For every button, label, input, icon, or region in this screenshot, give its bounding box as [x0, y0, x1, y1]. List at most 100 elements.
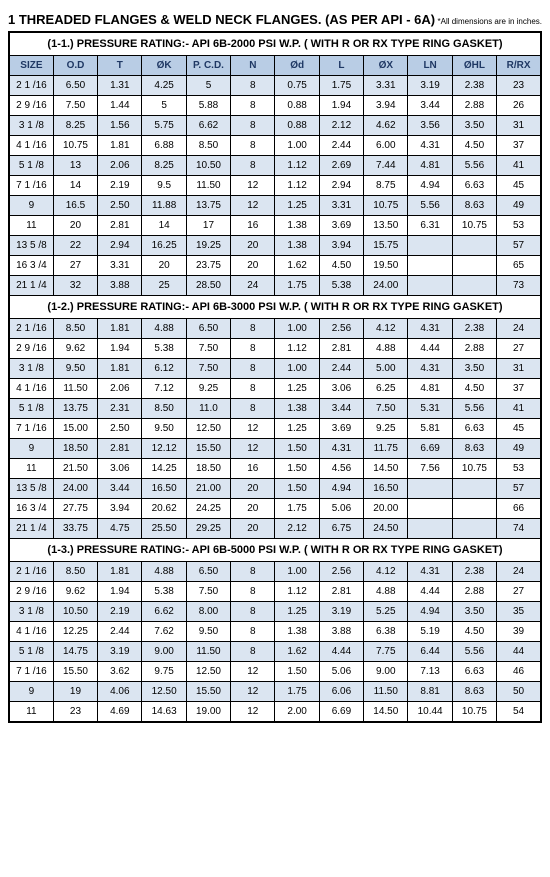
table-cell: 3.31	[364, 76, 408, 96]
table-cell: 4.75	[98, 519, 142, 539]
table-cell: 23	[497, 76, 541, 96]
table-cell: 12.12	[142, 439, 186, 459]
table-cell: 1.81	[98, 359, 142, 379]
table-cell: 8.63	[452, 682, 496, 702]
table-cell: 4.12	[364, 319, 408, 339]
table-cell: 8.63	[452, 439, 496, 459]
table-cell: 21 1 /4	[9, 276, 53, 296]
table-row: 4 1 /1610.751.816.888.5081.002.446.004.3…	[9, 136, 541, 156]
table-cell: 74	[497, 519, 541, 539]
table-cell: 3.69	[319, 216, 363, 236]
column-header: O.D	[53, 56, 97, 76]
table-cell: 25	[142, 276, 186, 296]
table-cell: 9.25	[364, 419, 408, 439]
table-cell: 8	[231, 156, 275, 176]
table-cell: 19.25	[186, 236, 230, 256]
table-cell: 0.75	[275, 76, 319, 96]
column-header: L	[319, 56, 363, 76]
table-cell: 11	[9, 702, 53, 723]
table-cell: 20	[231, 499, 275, 519]
table-cell: 1.75	[275, 276, 319, 296]
table-cell: 1.25	[275, 602, 319, 622]
table-cell: 3.88	[319, 622, 363, 642]
table-cell: 8	[231, 399, 275, 419]
table-cell: 7.50	[53, 96, 97, 116]
table-cell: 5 1 /8	[9, 399, 53, 419]
table-cell: 12	[231, 176, 275, 196]
table-cell: 4.50	[452, 622, 496, 642]
table-cell: 3 1 /8	[9, 602, 53, 622]
page-title: 1 THREADED FLANGES & WELD NECK FLANGES. …	[8, 12, 435, 27]
table-cell: 5.00	[364, 359, 408, 379]
table-cell: 8.25	[53, 116, 97, 136]
table-cell: 6.69	[408, 439, 452, 459]
table-cell: 7.13	[408, 662, 452, 682]
table-cell: 1.31	[98, 76, 142, 96]
column-header: SIZE	[9, 56, 53, 76]
table-row: 21 1 /433.754.7525.5029.25202.126.7524.5…	[9, 519, 541, 539]
table-cell: 8.00	[186, 602, 230, 622]
table-row: 2 1 /168.501.814.886.5081.002.564.124.31…	[9, 319, 541, 339]
table-cell: 17	[186, 216, 230, 236]
table-cell: 12	[231, 662, 275, 682]
table-cell: 2 9 /16	[9, 96, 53, 116]
table-cell: 6.63	[452, 176, 496, 196]
table-cell: 5.56	[452, 642, 496, 662]
column-header: ØK	[142, 56, 186, 76]
table-cell: 3.06	[98, 459, 142, 479]
table-cell: 2.38	[452, 76, 496, 96]
table-cell: 1.62	[275, 642, 319, 662]
table-cell: 22	[53, 236, 97, 256]
table-cell: 14.63	[142, 702, 186, 723]
table-cell: 1.75	[319, 76, 363, 96]
table-cell: 2 9 /16	[9, 339, 53, 359]
table-cell: 27	[497, 582, 541, 602]
table-cell: 4.94	[319, 479, 363, 499]
table-cell: 20	[142, 256, 186, 276]
table-cell: 2.56	[319, 562, 363, 582]
table-cell: 20.00	[364, 499, 408, 519]
table-cell: 39	[497, 622, 541, 642]
table-cell: 8	[231, 96, 275, 116]
table-cell: 28.50	[186, 276, 230, 296]
table-cell: 4.31	[408, 359, 452, 379]
table-cell: 9.75	[142, 662, 186, 682]
table-cell	[408, 256, 452, 276]
table-cell: 9	[9, 682, 53, 702]
table-cell	[452, 499, 496, 519]
table-cell: 16.50	[364, 479, 408, 499]
table-cell: 6.63	[452, 419, 496, 439]
table-row: 7 1 /16142.199.511.50121.122.948.754.946…	[9, 176, 541, 196]
table-cell: 31	[497, 116, 541, 136]
table-cell: 46	[497, 662, 541, 682]
table-cell: 9	[9, 439, 53, 459]
table-cell: 21.50	[53, 459, 97, 479]
table-cell: 3 1 /8	[9, 359, 53, 379]
table-cell: 2.31	[98, 399, 142, 419]
table-row: 4 1 /1612.252.447.629.5081.383.886.385.1…	[9, 622, 541, 642]
table-row: 7 1 /1615.002.509.5012.50121.253.699.255…	[9, 419, 541, 439]
table-cell: 4.50	[452, 136, 496, 156]
table-row: 2 1 /168.501.814.886.5081.002.564.124.31…	[9, 562, 541, 582]
table-cell: 7.12	[142, 379, 186, 399]
table-cell: 1.38	[275, 236, 319, 256]
table-cell: 5.88	[186, 96, 230, 116]
table-cell: 10.75	[452, 216, 496, 236]
table-cell: 8.50	[53, 319, 97, 339]
table-cell: 4.88	[142, 562, 186, 582]
table-cell: 6.75	[319, 519, 363, 539]
table-cell: 7 1 /16	[9, 419, 53, 439]
table-cell: 9.62	[53, 339, 97, 359]
table-cell: 1.94	[98, 339, 142, 359]
table-cell: 4 1 /16	[9, 622, 53, 642]
table-cell: 11.50	[186, 176, 230, 196]
table-cell: 4.06	[98, 682, 142, 702]
table-cell: 4.69	[98, 702, 142, 723]
table-row: 3 1 /810.502.196.628.0081.253.195.254.94…	[9, 602, 541, 622]
table-cell: 5.19	[408, 622, 452, 642]
table-cell: 5	[142, 96, 186, 116]
table-cell: 24	[231, 276, 275, 296]
table-cell: 9.50	[53, 359, 97, 379]
table-cell: 53	[497, 459, 541, 479]
table-cell: 5.06	[319, 662, 363, 682]
